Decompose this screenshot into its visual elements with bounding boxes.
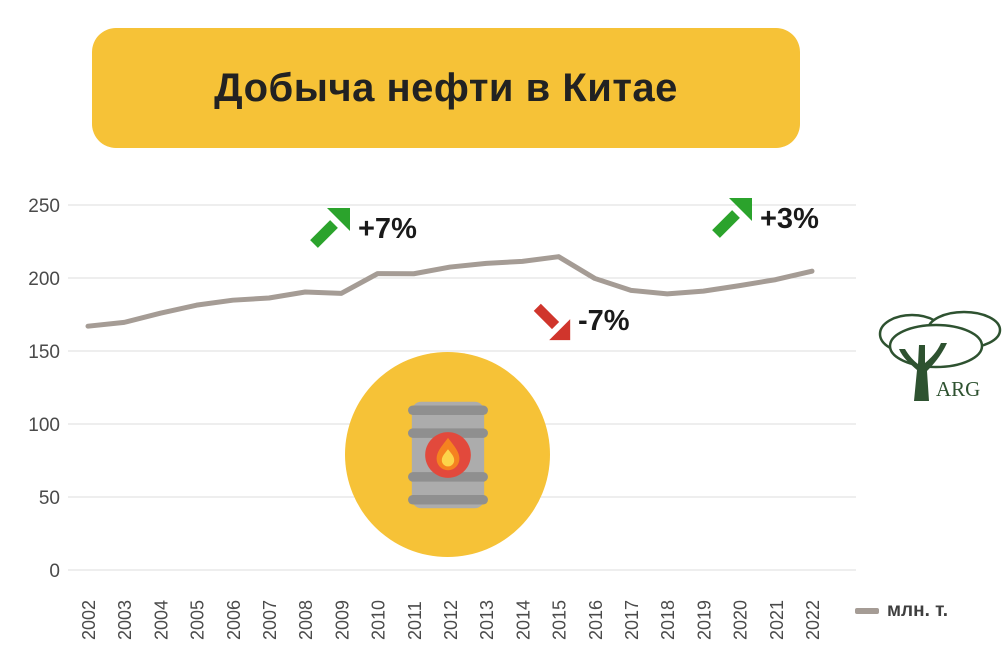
title-box: Добыча нефти в Китае bbox=[92, 28, 800, 148]
oil-production-line bbox=[85, 254, 815, 329]
arrow-up-icon bbox=[310, 208, 350, 248]
page-title: Добыча нефти в Китае bbox=[214, 65, 678, 110]
tree-icon: ARG bbox=[878, 310, 1002, 401]
x-axis-tick-label: 2005 bbox=[188, 600, 208, 640]
x-axis-tick-label: 2009 bbox=[332, 600, 352, 640]
annotation-minus-7: -7% bbox=[530, 300, 630, 342]
annotation-label: +7% bbox=[358, 212, 417, 245]
x-axis-tick-label: 2008 bbox=[296, 600, 316, 640]
logo-text: ARG bbox=[936, 377, 980, 401]
x-axis-tick-label: 2003 bbox=[115, 600, 135, 640]
x-axis-tick-label: 2012 bbox=[441, 600, 461, 640]
annotation-label: +3% bbox=[760, 202, 819, 235]
y-axis-tick-label: 0 bbox=[49, 561, 60, 582]
y-axis-tick-label: 250 bbox=[28, 196, 60, 217]
y-axis-tick-label: 150 bbox=[28, 342, 60, 363]
annotation-plus-3: +3% bbox=[708, 196, 819, 242]
x-axis-tick-label: 2016 bbox=[586, 600, 606, 640]
arg-logo: ARG bbox=[876, 308, 1003, 403]
arrow-down-icon bbox=[533, 303, 571, 341]
legend-label: млн. т. bbox=[887, 600, 949, 621]
legend-line-swatch bbox=[855, 608, 879, 614]
oil-barrel-badge bbox=[345, 352, 550, 557]
x-axis-tick-label: 2010 bbox=[369, 600, 389, 640]
x-axis-tick-label: 2015 bbox=[550, 600, 570, 640]
x-axis-tick-label: 2021 bbox=[767, 600, 787, 640]
x-axis-tick-label: 2019 bbox=[694, 600, 714, 640]
y-axis-tick-label: 200 bbox=[28, 269, 60, 290]
annotation-plus-7: +7% bbox=[306, 206, 417, 252]
x-axis-tick-label: 2004 bbox=[151, 600, 171, 640]
x-axis-tick-label: 2017 bbox=[622, 600, 642, 640]
y-axis-tick-label: 100 bbox=[28, 415, 60, 436]
x-axis-tick-label: 2013 bbox=[477, 600, 497, 640]
x-axis-tick-label: 2006 bbox=[224, 600, 244, 640]
x-axis-tick-label: 2022 bbox=[803, 600, 823, 640]
x-axis-tick-label: 2018 bbox=[658, 600, 678, 640]
arrow-up-icon bbox=[712, 198, 752, 238]
x-axis-tick-label: 2020 bbox=[731, 600, 751, 640]
x-axis-tick-label: 2007 bbox=[260, 600, 280, 640]
x-axis-tick-label: 2002 bbox=[79, 600, 99, 640]
legend: млн. т. bbox=[855, 600, 948, 622]
oil-barrel-icon bbox=[407, 401, 488, 508]
y-axis-tick-label: 50 bbox=[39, 488, 60, 509]
x-axis-tick-label: 2011 bbox=[405, 601, 425, 640]
x-axis-tick-label: 2014 bbox=[513, 600, 533, 640]
annotation-label: -7% bbox=[578, 304, 630, 337]
